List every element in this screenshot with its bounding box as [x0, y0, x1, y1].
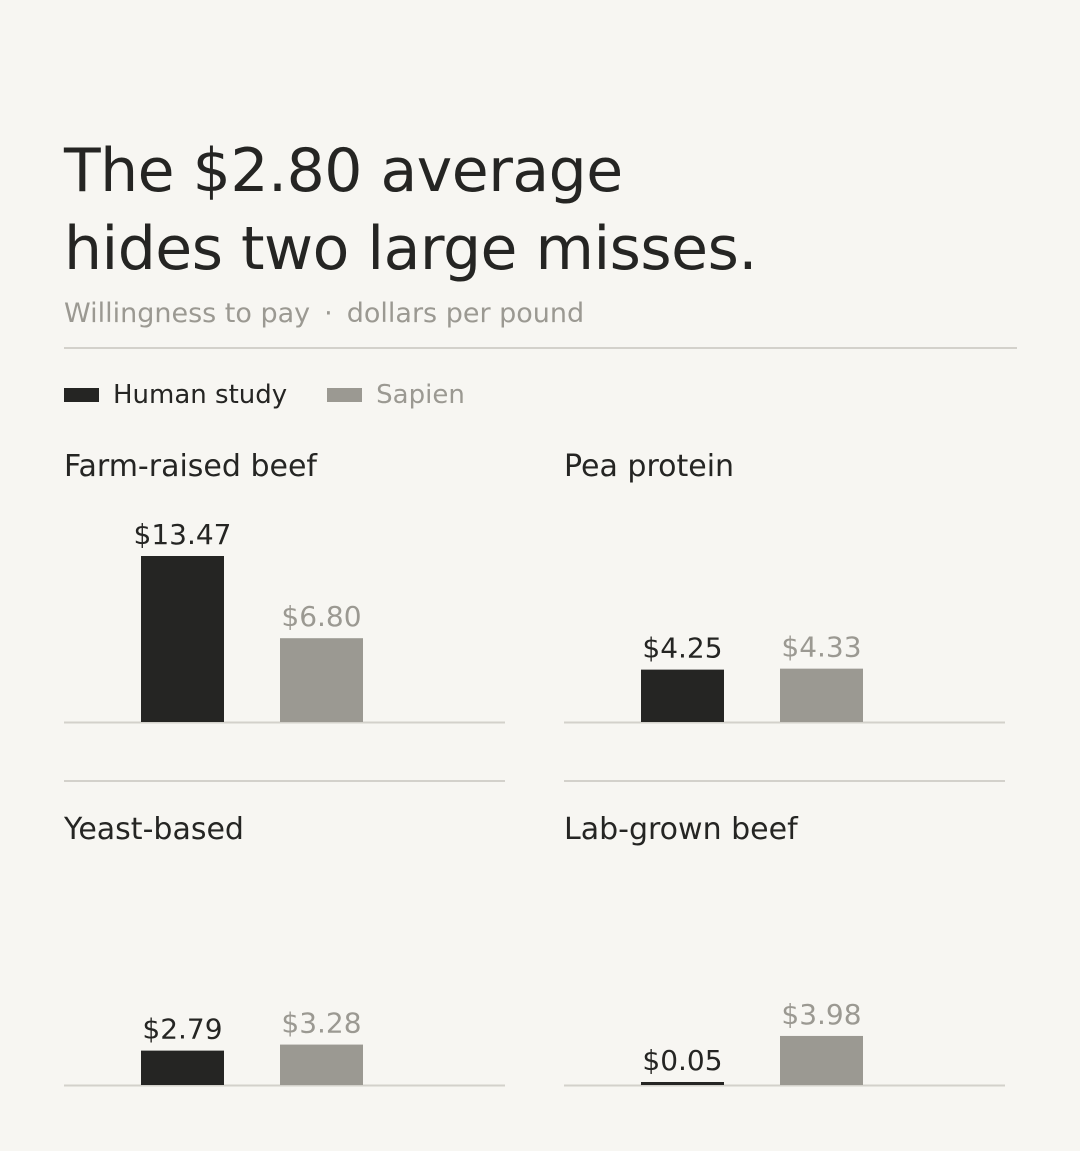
bar-human	[641, 1082, 724, 1085]
bar-human	[141, 1050, 224, 1085]
title-line-2: hides two large misses.	[64, 214, 757, 284]
legend-label-human: Human study	[113, 380, 288, 410]
bar-value-label-sapien: $4.33	[781, 631, 861, 664]
title-line-1: The $2.80 average	[64, 136, 623, 206]
chart-subtitle: Willingness to pay · dollars per pound	[64, 296, 584, 332]
panel-plot: $13.47 $6.80	[64, 518, 505, 724]
legend: Human study Sapien	[64, 376, 505, 414]
panel-plot: $2.79 $3.28	[64, 1007, 505, 1087]
panel-plot: $4.25 $4.33	[564, 631, 1005, 724]
panel-title: Farm-raised beef	[64, 449, 317, 484]
panel-plot: $0.05 $3.98	[564, 998, 1005, 1087]
panel-title: Yeast-based	[64, 812, 244, 847]
legend-swatch-sapien	[327, 388, 363, 402]
row-divider-right	[564, 780, 1005, 782]
row-divider-left	[64, 780, 505, 782]
bar-value-label-human: $4.25	[642, 632, 722, 665]
subtitle-metric: Willingness to pay	[64, 298, 311, 329]
legend-label-sapien: Sapien	[376, 380, 465, 410]
bar-sapien	[280, 638, 363, 722]
bar-human	[641, 669, 724, 722]
bar-sapien	[780, 668, 863, 722]
bar-sapien	[280, 1044, 363, 1085]
subtitle-separator: ·	[324, 298, 333, 329]
legend-swatch-human	[64, 388, 99, 402]
bar-human	[141, 556, 224, 722]
bar-sapien	[780, 1035, 863, 1085]
bar-value-label-human: $0.05	[642, 1044, 722, 1077]
panel-pea-protein: Pea protein $4.25 $4.33	[564, 449, 1005, 769]
legend-item-sapien: Sapien	[327, 380, 465, 410]
bar-value-label-human: $2.79	[142, 1013, 222, 1046]
bar-value-label-sapien: $6.80	[281, 600, 361, 633]
panel-title: Lab-grown beef	[564, 812, 798, 847]
bar-value-label-human: $13.47	[134, 518, 232, 551]
panel-farm-raised-beef: Farm-raised beef $13.47 $6.80	[64, 449, 505, 769]
bar-value-label-sapien: $3.28	[281, 1007, 361, 1040]
bar-value-label-sapien: $3.98	[781, 998, 861, 1031]
panel-yeast-based: Yeast-based $2.79 $3.28	[64, 812, 505, 1132]
panel-title: Pea protein	[564, 449, 735, 484]
header-rule	[64, 347, 1017, 349]
chart-title: The $2.80 average hides two large misses…	[64, 132, 1024, 288]
panel-lab-grown-beef: Lab-grown beef $0.05 $3.98	[564, 812, 1005, 1132]
legend-item-human: Human study	[64, 380, 287, 410]
subtitle-unit: dollars per pound	[346, 298, 585, 329]
